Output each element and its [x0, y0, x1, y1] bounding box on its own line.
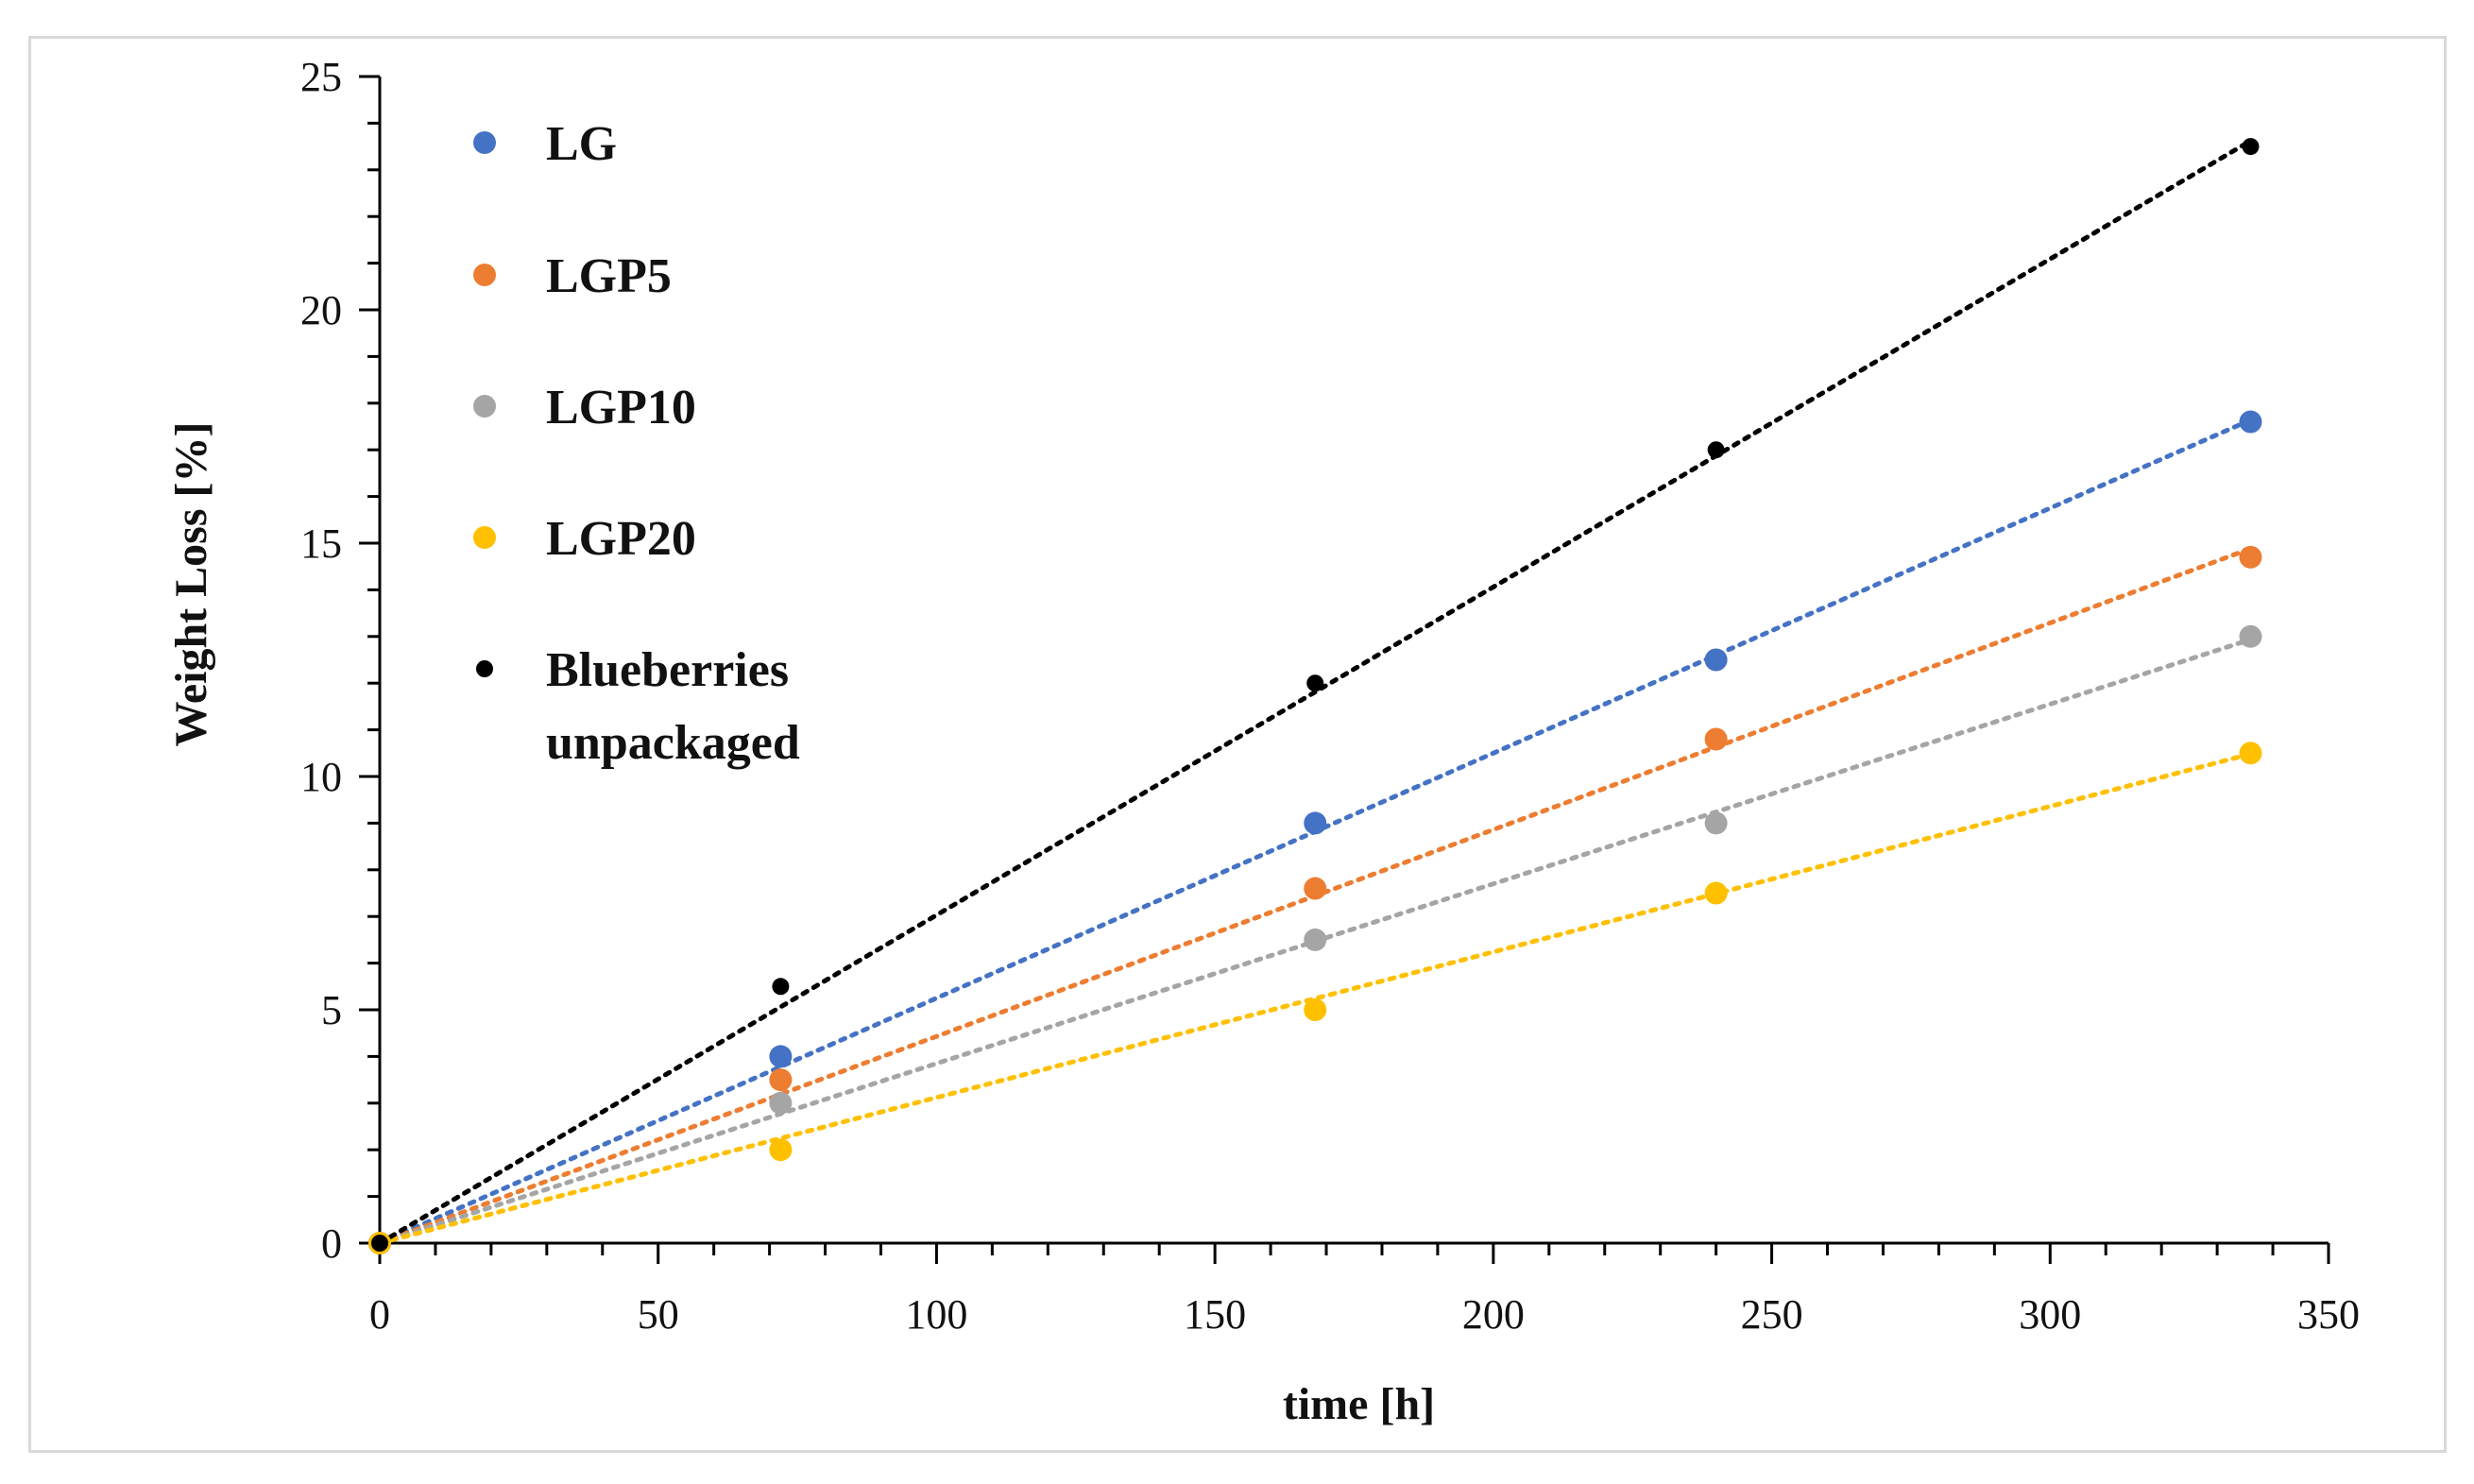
y-tick-label: 15 — [300, 520, 342, 567]
data-point-blueberries-unpackaged — [2242, 138, 2260, 156]
data-point-lgp20 — [1304, 998, 1327, 1021]
data-point-blueberries-unpackaged — [1306, 674, 1324, 692]
y-tick-label: 5 — [321, 987, 342, 1033]
x-axis-title: time [h] — [1283, 1379, 1435, 1429]
legend-label: unpackaged — [546, 716, 800, 770]
data-points — [368, 138, 2262, 1254]
legend: LG LGP5 LGP10 LGP20 Blueberries unpackaged — [473, 117, 800, 770]
x-tick-label: 100 — [905, 1291, 967, 1338]
data-point-lg — [1304, 811, 1327, 835]
x-tick-label: 200 — [1462, 1291, 1525, 1338]
data-point-lgp10 — [1704, 811, 1728, 835]
data-point-lg — [2239, 410, 2262, 434]
x-tick-label: 0 — [369, 1291, 390, 1338]
x-tick-label: 350 — [2297, 1291, 2360, 1338]
legend-marker — [473, 131, 496, 154]
x-tick-label: 250 — [1741, 1291, 1803, 1338]
trendline-blueberries-unpackaged — [377, 138, 2253, 1246]
x-tick-label: 300 — [2019, 1291, 2081, 1338]
data-point-lgp5 — [1304, 877, 1327, 900]
data-point-lgp10 — [769, 1091, 793, 1115]
chart-frame — [28, 36, 2447, 1453]
trendline-lgp20 — [377, 751, 2253, 1246]
legend-label: LGP20 — [546, 512, 696, 566]
data-point-lgp20 — [769, 1138, 793, 1162]
data-point-blueberries-unpackaged — [371, 1235, 388, 1252]
x-tick-label: 150 — [1184, 1291, 1246, 1338]
x-tick-label: 50 — [638, 1291, 679, 1338]
legend-label: LGP10 — [546, 381, 696, 435]
y-tick-label: 10 — [300, 754, 342, 800]
data-point-lgp10 — [2239, 624, 2262, 648]
data-point-lgp10 — [1304, 928, 1327, 951]
data-point-lgp20 — [1704, 881, 1728, 905]
legend-marker — [473, 264, 496, 286]
data-point-lgp20 — [2239, 742, 2262, 765]
data-point-lg — [769, 1045, 793, 1068]
y-tick-label: 0 — [321, 1220, 342, 1267]
y-tick-label: 20 — [300, 287, 342, 333]
y-tick-label: 25 — [300, 54, 342, 100]
legend-label: LG — [546, 117, 617, 171]
data-point-blueberries-unpackaged — [772, 978, 790, 996]
data-point-blueberries-unpackaged — [1707, 441, 1725, 459]
y-axis-title: Weight Loss [%] — [166, 421, 216, 746]
legend-marker — [473, 395, 496, 418]
data-point-lgp5 — [1704, 727, 1728, 751]
data-point-lgp5 — [769, 1068, 793, 1092]
legend-marker — [476, 660, 493, 677]
legend-marker — [473, 526, 496, 549]
data-point-lgp5 — [2239, 545, 2262, 569]
data-point-lg — [1704, 648, 1728, 672]
legend-label: LGP5 — [546, 249, 672, 303]
legend-label: Blueberries — [546, 643, 789, 697]
